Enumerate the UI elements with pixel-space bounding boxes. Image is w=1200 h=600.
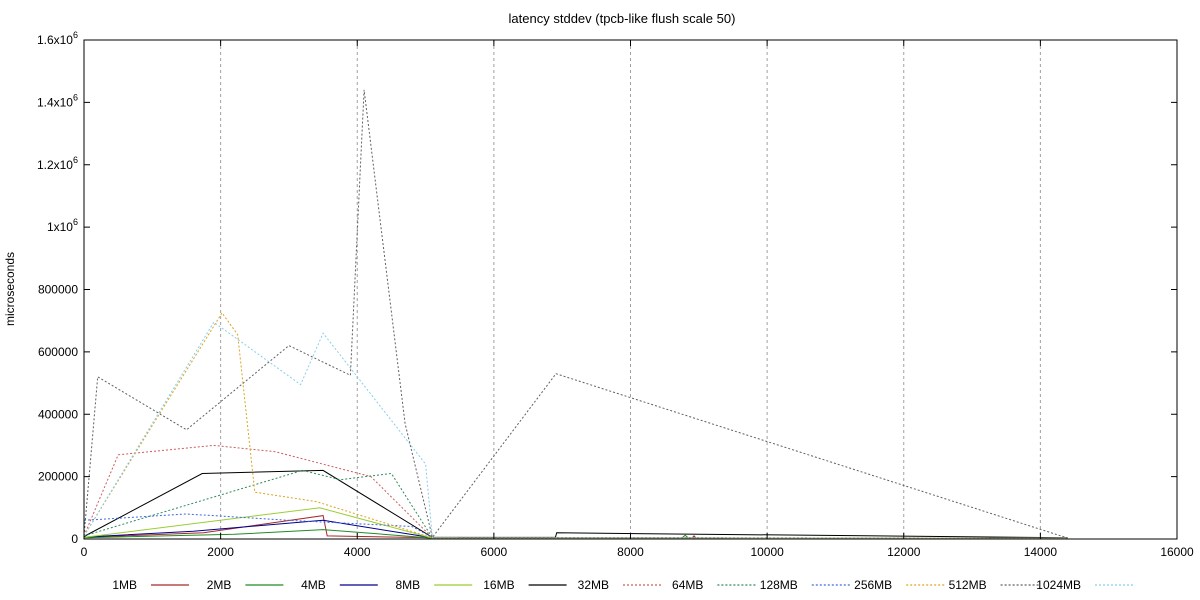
series-line-256mb [83, 312, 1068, 539]
series-line-8mb [83, 507, 1068, 539]
y-tick-label: 800000 [38, 283, 78, 297]
gridlines [220, 40, 1041, 539]
legend-label: 4MB [301, 578, 326, 592]
series-line-1024mb [83, 321, 1068, 539]
y-tick-label: 1.2x106 [37, 155, 78, 172]
x-axis-ticks: 0 2000 4000 6000 8000 10000 12000 14000 16000 [81, 40, 1194, 559]
legend-label: 64MB [672, 578, 703, 592]
y-tick-label: 0 [71, 532, 78, 546]
x-tick-label: 12000 [887, 545, 921, 559]
x-tick-label: 2000 [207, 545, 234, 559]
y-tick-label: 1.6x106 [37, 30, 78, 47]
legend-label: 2MB [207, 578, 232, 592]
legend-label: 128MB [760, 578, 798, 592]
legend-label: 1MB [112, 578, 137, 592]
legend-label: 16MB [483, 578, 514, 592]
y-tick-label: 200000 [38, 470, 78, 484]
y-tick-label: 1x106 [47, 217, 78, 234]
legend-label: 512MB [949, 578, 987, 592]
series-line-512mb [83, 89, 1068, 539]
series-line-2mb [83, 529, 1068, 539]
legend-label: 32MB [578, 578, 609, 592]
x-tick-label: 14000 [1024, 545, 1058, 559]
y-axis-label: microseconds [3, 252, 17, 326]
x-tick-label: 0 [81, 545, 88, 559]
y-axis-ticks: 0 200000 400000 600000 800000 1x106 1.2x106 1.4… [37, 30, 1177, 546]
y-tick-label: 400000 [38, 407, 78, 421]
legend-label: 1024MB [1036, 578, 1081, 592]
legend: 1MB 2MB 4MB 8MB 16MB 32MB 64MB 128MB 256MB 512MB 1… [112, 578, 1133, 592]
series-layer [83, 89, 1068, 539]
y-tick-label: 1.4x106 [37, 92, 78, 109]
x-tick-label: 4000 [344, 545, 371, 559]
y-tick-label: 600000 [38, 345, 78, 359]
x-tick-label: 10000 [750, 545, 784, 559]
x-tick-label: 16000 [1160, 545, 1194, 559]
x-tick-label: 8000 [617, 545, 644, 559]
legend-label: 256MB [854, 578, 892, 592]
legend-label: 8MB [396, 578, 421, 592]
chart-title: latency stddev (tpcb-like flush scale 50… [509, 11, 736, 26]
x-tick-label: 6000 [481, 545, 508, 559]
series-line-32mb [83, 444, 1068, 539]
